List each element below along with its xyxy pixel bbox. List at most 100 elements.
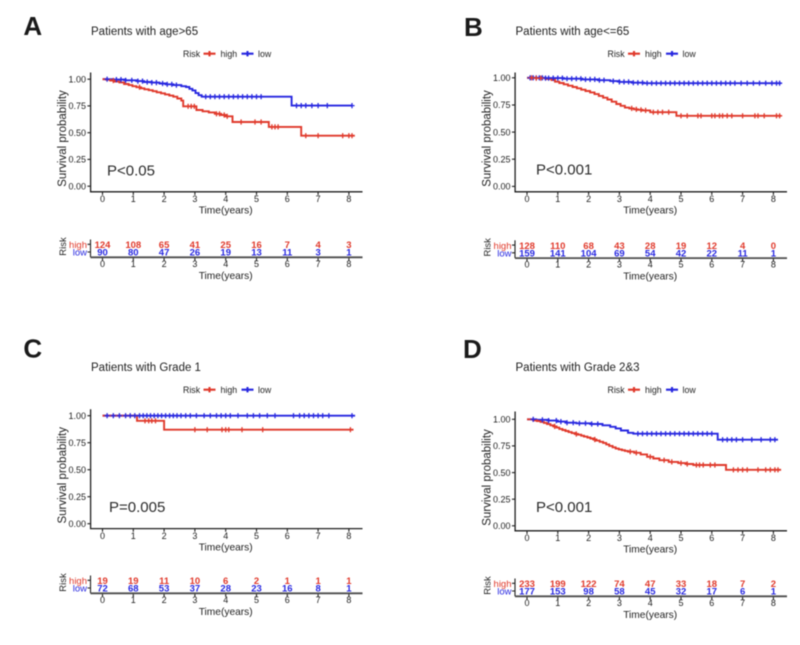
svg-text:Risk: Risk	[183, 49, 201, 59]
svg-text:4: 4	[648, 598, 653, 608]
svg-text:P=0.005: P=0.005	[109, 499, 165, 516]
svg-text:Time(years): Time(years)	[623, 272, 677, 283]
svg-text:4: 4	[223, 595, 228, 605]
svg-text:low: low	[497, 587, 511, 598]
svg-text:6: 6	[223, 576, 228, 587]
svg-text:0.50: 0.50	[68, 465, 86, 475]
svg-text:high: high	[221, 385, 238, 395]
svg-text:6: 6	[285, 531, 290, 541]
svg-text:2: 2	[162, 531, 167, 541]
svg-text:Patients with age<=65: Patients with age<=65	[516, 26, 630, 38]
svg-text:low: low	[497, 248, 511, 259]
svg-text:Time(years): Time(years)	[623, 610, 677, 621]
svg-text:Time(years): Time(years)	[199, 607, 253, 618]
svg-text:0.50: 0.50	[493, 127, 511, 137]
svg-text:47: 47	[159, 248, 170, 259]
svg-text:0: 0	[524, 598, 529, 608]
svg-text:1: 1	[131, 595, 136, 605]
svg-text:8: 8	[771, 260, 776, 270]
svg-text:0.25: 0.25	[68, 492, 86, 502]
svg-text:8: 8	[346, 194, 351, 204]
svg-text:2: 2	[586, 533, 591, 543]
svg-text:2: 2	[162, 194, 167, 204]
svg-text:0.00: 0.00	[68, 181, 86, 191]
svg-text:4: 4	[223, 531, 228, 541]
svg-text:B: B	[464, 12, 483, 42]
svg-text:47: 47	[645, 579, 656, 590]
svg-text:2: 2	[254, 576, 259, 587]
svg-text:3: 3	[346, 240, 351, 251]
svg-text:5: 5	[254, 595, 259, 605]
svg-text:8: 8	[771, 194, 776, 204]
svg-text:8: 8	[346, 595, 351, 605]
svg-text:0.00: 0.00	[68, 519, 86, 529]
svg-text:8: 8	[771, 598, 776, 608]
svg-text:3: 3	[192, 595, 197, 605]
svg-text:Survival probability: Survival probability	[481, 429, 493, 526]
svg-text:3: 3	[617, 533, 622, 543]
svg-text:6: 6	[285, 194, 290, 204]
svg-text:17: 17	[707, 587, 718, 598]
svg-text:1: 1	[555, 533, 560, 543]
svg-text:Time(years): Time(years)	[199, 271, 253, 282]
svg-text:0.75: 0.75	[493, 100, 511, 110]
svg-text:Risk: Risk	[58, 237, 69, 256]
svg-text:Time(years): Time(years)	[623, 206, 677, 217]
svg-text:104: 104	[581, 248, 598, 259]
svg-text:11: 11	[738, 248, 749, 259]
svg-text:8: 8	[315, 584, 320, 595]
svg-text:26: 26	[190, 248, 201, 259]
svg-text:0.50: 0.50	[493, 468, 511, 478]
svg-text:0.00: 0.00	[493, 521, 511, 531]
svg-text:Risk: Risk	[608, 385, 626, 395]
svg-text:4: 4	[648, 533, 653, 543]
svg-text:2: 2	[162, 259, 167, 269]
svg-text:33: 33	[676, 579, 687, 590]
svg-text:high: high	[69, 576, 87, 587]
svg-text:1: 1	[131, 259, 136, 269]
svg-text:P<0.001: P<0.001	[536, 162, 592, 179]
svg-text:0: 0	[100, 194, 105, 204]
svg-text:11: 11	[282, 248, 293, 259]
svg-text:1: 1	[315, 576, 321, 587]
svg-text:11: 11	[159, 576, 170, 587]
svg-text:C: C	[23, 334, 42, 364]
svg-text:3: 3	[617, 194, 622, 204]
svg-text:90: 90	[97, 248, 108, 259]
svg-text:19: 19	[128, 576, 139, 587]
svg-text:high: high	[494, 241, 512, 252]
svg-text:68: 68	[128, 584, 139, 595]
svg-text:32: 32	[676, 587, 687, 598]
svg-text:43: 43	[614, 241, 625, 252]
svg-text:25: 25	[220, 240, 231, 251]
svg-text:153: 153	[550, 587, 566, 598]
svg-text:low: low	[683, 385, 697, 395]
svg-text:5: 5	[678, 260, 683, 270]
svg-text:19: 19	[97, 576, 108, 587]
svg-text:high: high	[645, 49, 662, 59]
svg-text:19: 19	[676, 241, 687, 252]
svg-text:74: 74	[614, 579, 625, 590]
svg-text:6: 6	[709, 533, 714, 543]
svg-text:53: 53	[159, 584, 170, 595]
svg-text:6: 6	[285, 595, 290, 605]
svg-text:1: 1	[346, 248, 352, 259]
svg-text:0.25: 0.25	[68, 155, 86, 165]
svg-text:low: low	[73, 248, 87, 259]
svg-text:1: 1	[771, 248, 777, 259]
svg-text:Risk: Risk	[608, 49, 626, 59]
svg-text:6: 6	[709, 194, 714, 204]
svg-text:6: 6	[285, 259, 290, 269]
svg-text:Survival probability: Survival probability	[57, 427, 69, 524]
svg-text:4: 4	[223, 194, 228, 204]
svg-text:Time(years): Time(years)	[199, 542, 253, 553]
svg-text:4: 4	[315, 240, 321, 251]
svg-text:16: 16	[251, 240, 262, 251]
svg-text:0: 0	[100, 531, 105, 541]
svg-text:3: 3	[192, 194, 197, 204]
svg-text:A: A	[23, 11, 42, 41]
svg-text:3: 3	[617, 598, 622, 608]
svg-text:5: 5	[678, 598, 683, 608]
svg-text:128: 128	[519, 241, 535, 252]
svg-text:41: 41	[190, 240, 201, 251]
